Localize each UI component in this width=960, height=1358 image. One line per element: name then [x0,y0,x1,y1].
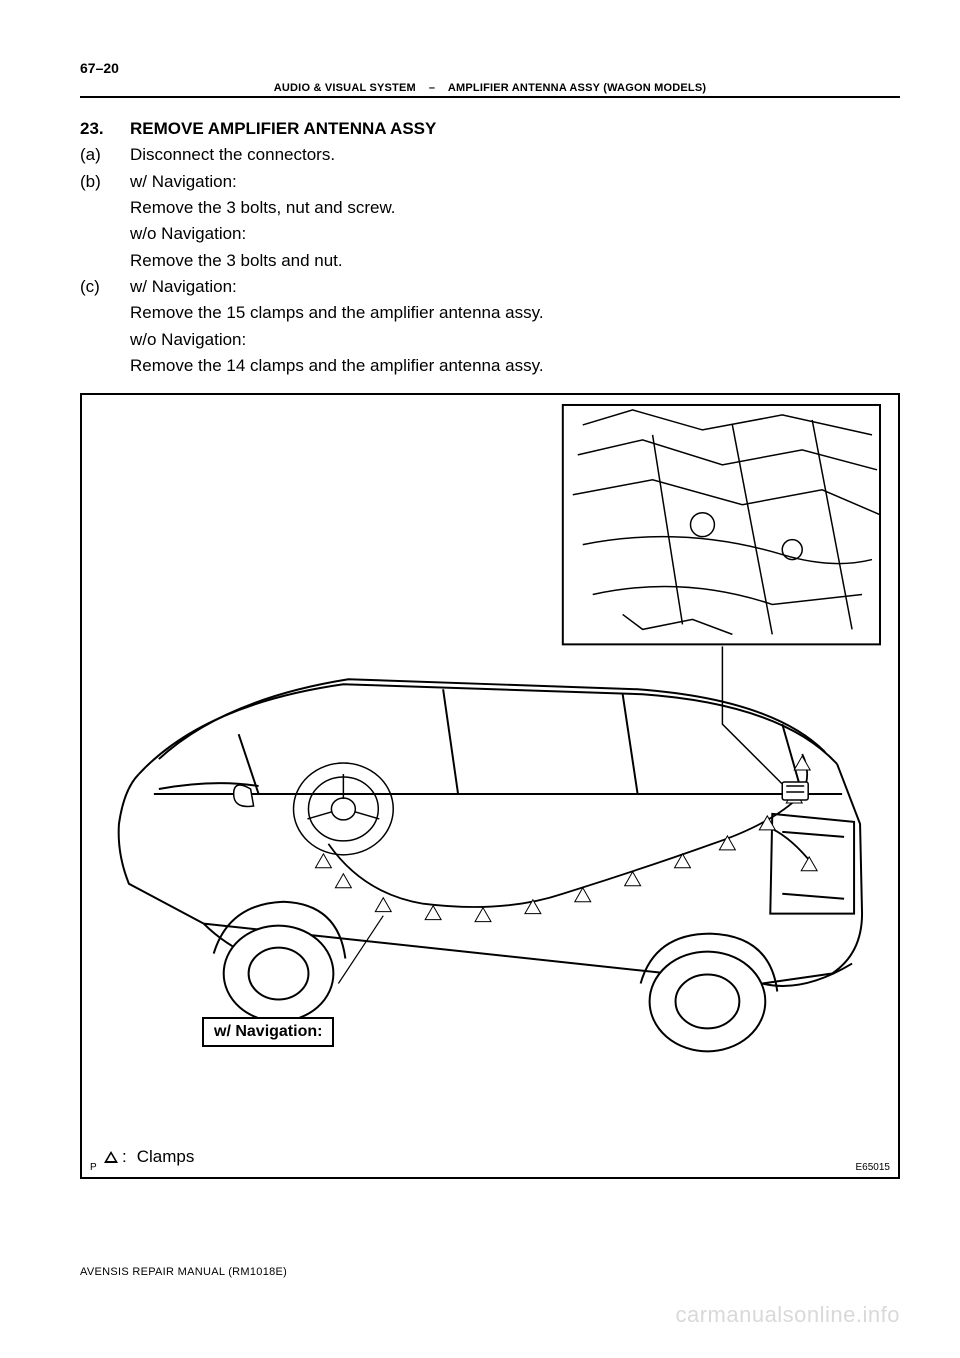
triangle-icon [104,1151,118,1163]
sub-text: Remove the 3 bolts and nut. [130,248,900,274]
fig-code-right: E65015 [856,1162,890,1173]
page-header: 67–20 AUDIO & VISUAL SYSTEM – AMPLIFIER … [80,60,900,98]
watermark: carmanualsonline.info [675,1302,900,1328]
sub-b: (b) w/ Navigation: [80,169,900,195]
content-body: 23. REMOVE AMPLIFIER ANTENNA ASSY (a) Di… [80,116,900,379]
cable-route [328,755,812,908]
callout-leader [722,647,782,785]
steering-wheel-icon [294,763,394,855]
amplifier-module [782,782,808,800]
sub-text: Remove the 14 clamps and the amplifier a… [130,353,900,379]
clamp-markers [315,757,817,923]
header-title-left: AUDIO & VISUAL SYSTEM [274,82,416,94]
sub-c-cont: Remove the 15 clamps and the amplifier a… [80,300,900,379]
sub-text: w/o Navigation: [130,327,900,353]
sub-c: (c) w/ Navigation: [80,274,900,300]
sub-b-cont: Remove the 3 bolts, nut and screw. w/o N… [80,195,900,274]
step-heading: 23. REMOVE AMPLIFIER ANTENNA ASSY [80,116,900,142]
sub-label: (a) [80,142,130,168]
nav-label: w/ Navigation: [202,1017,334,1047]
sub-text: w/ Navigation: [130,274,237,300]
sub-a: (a) Disconnect the connectors. [80,142,900,168]
step-title: REMOVE AMPLIFIER ANTENNA ASSY [130,116,436,142]
nav-leader [338,916,383,984]
footer-text: AVENSIS REPAIR MANUAL (RM1018E) [80,1266,287,1278]
header-title-right: AMPLIFIER ANTENNA ASSY (WAGON MODELS) [448,82,706,94]
page-number: 67–20 [80,60,900,76]
legend-symbol: : [122,1147,127,1167]
figure-frame: w/ Navigation: : Clamps P E65015 [80,393,900,1179]
sub-text: Remove the 3 bolts, nut and screw. [130,195,900,221]
header-sep: – [429,82,435,94]
car-outline [119,680,862,987]
sub-text: Disconnect the connectors. [130,142,335,168]
sub-label: (b) [80,169,130,195]
sub-label: (c) [80,274,130,300]
legend-text: Clamps [137,1147,195,1167]
side-mirror [234,785,254,806]
sub-text: w/o Navigation: [130,221,900,247]
header-title: AUDIO & VISUAL SYSTEM – AMPLIFIER ANTENN… [80,82,900,94]
figure-illustration [82,395,898,1177]
sub-text: Remove the 15 clamps and the amplifier a… [130,300,900,326]
sub-text: w/ Navigation: [130,169,237,195]
step-number: 23. [80,116,130,142]
clamps-legend: : Clamps [104,1147,194,1167]
fig-code-left: P [90,1162,97,1173]
